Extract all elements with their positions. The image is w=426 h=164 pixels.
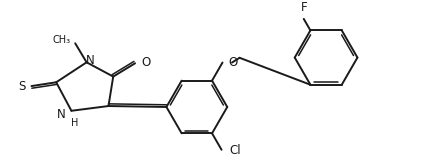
Text: O: O: [142, 56, 151, 69]
Text: O: O: [228, 56, 237, 69]
Text: F: F: [300, 1, 307, 14]
Text: N: N: [57, 108, 66, 121]
Text: N: N: [86, 54, 95, 67]
Text: CH₃: CH₃: [52, 35, 70, 45]
Text: Cl: Cl: [229, 144, 241, 157]
Text: H: H: [72, 118, 79, 128]
Text: S: S: [18, 80, 26, 92]
